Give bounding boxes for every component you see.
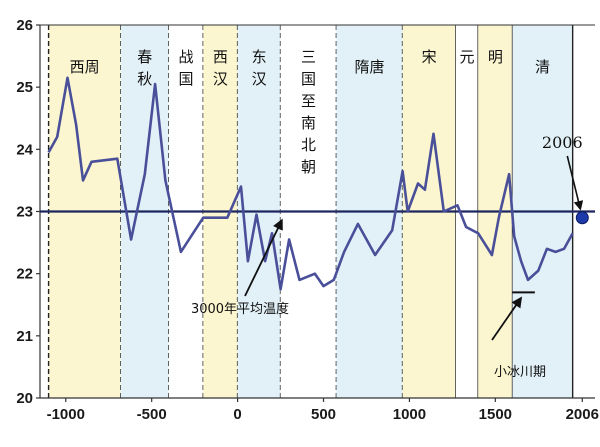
y-tick-label-4: 24 [16, 141, 33, 158]
y-tick-label-2: 22 [16, 266, 33, 283]
era-label-10: 清 [535, 58, 550, 76]
era-label-3: 西汉 [213, 48, 228, 88]
era-label-4: 东汉 [252, 48, 267, 88]
svg-text:清: 清 [535, 58, 550, 76]
point-2006 [575, 211, 589, 225]
x-tick-label-5: 1500 [479, 406, 512, 423]
svg-text:东: 东 [252, 48, 267, 66]
svg-text:国: 国 [301, 70, 316, 88]
svg-text:南: 南 [301, 114, 316, 132]
svg-text:战: 战 [179, 48, 194, 66]
y-tick-label-5: 25 [16, 79, 33, 96]
x-tick-label-0: -1000 [47, 406, 85, 423]
y-tick-label-3: 23 [16, 204, 33, 221]
era-label-7: 宋 [422, 48, 437, 66]
x-tick-label-2: 0 [233, 406, 241, 423]
svg-text:汉: 汉 [252, 70, 267, 88]
little-ice-age-arrow [491, 296, 523, 341]
svg-text:至: 至 [301, 92, 316, 110]
svg-text:汉: 汉 [213, 70, 228, 88]
svg-text:隋唐: 隋唐 [354, 58, 384, 76]
point-2006-arrow [566, 155, 584, 211]
y-tick-label-0: 20 [16, 390, 33, 407]
point-2006-label: 2006 [542, 133, 583, 152]
svg-text:国: 国 [179, 70, 194, 88]
svg-text:春: 春 [137, 48, 152, 66]
x-tick-label-6: 2006 [566, 406, 599, 423]
little-ice-age-annotation: 小冰川期 [494, 365, 546, 380]
svg-text:西周: 西周 [70, 58, 100, 76]
svg-text:秋: 秋 [137, 70, 152, 88]
x-tick-label-4: 1000 [393, 406, 426, 423]
average-temperature-arrow [244, 218, 283, 297]
era-label-6: 隋唐 [354, 58, 384, 76]
svg-text:北: 北 [301, 136, 316, 154]
svg-text:元: 元 [459, 48, 474, 66]
x-tick-label-3: 500 [311, 406, 336, 423]
svg-text:明: 明 [488, 48, 503, 66]
svg-text:西: 西 [213, 48, 228, 66]
svg-text:宋: 宋 [422, 48, 437, 66]
svg-text:三: 三 [301, 48, 316, 66]
era-label-2: 战国 [179, 48, 194, 88]
y-tick-label-6: 26 [16, 17, 33, 34]
temperature-series-line-0 [47, 76, 574, 291]
y-tick-label-1: 21 [16, 328, 33, 345]
era-label-1: 春秋 [137, 48, 152, 88]
x-tick-label-1: -500 [137, 406, 167, 423]
era-label-8: 元 [459, 48, 474, 66]
average-temperature-annotation: 3000年平均温度 [191, 301, 289, 317]
era-label-9: 明 [488, 48, 503, 66]
svg-text:朝: 朝 [301, 158, 316, 176]
era-label-0: 西周 [70, 58, 100, 76]
